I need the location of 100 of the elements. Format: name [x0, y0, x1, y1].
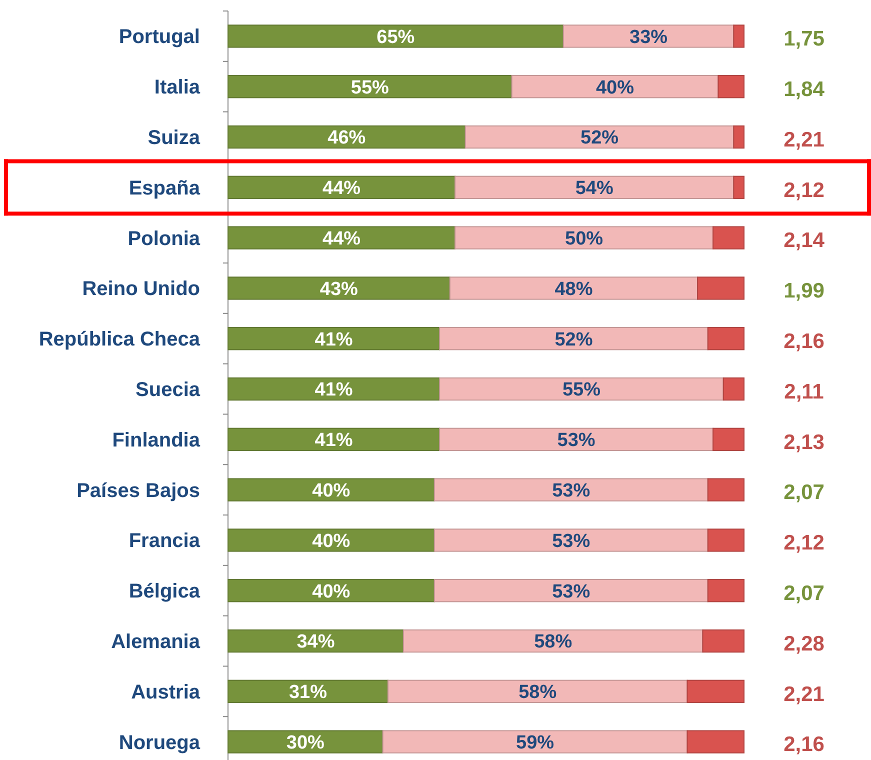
data-label: 50% [565, 228, 604, 250]
bar [702, 629, 744, 653]
bar [228, 428, 440, 451]
bar [228, 327, 440, 350]
bar [402, 629, 704, 653]
data-label: 43% [320, 278, 358, 300]
data-label: 41% [314, 430, 353, 452]
bar [718, 75, 744, 98]
bar [707, 579, 744, 602]
bar [707, 478, 744, 502]
y-tick-label: República Checa [38, 328, 201, 351]
bar [733, 125, 744, 149]
text: 1,75 [784, 28, 824, 51]
data-label: 58% [518, 682, 557, 704]
bar [511, 75, 719, 98]
text: 2,14 [784, 229, 824, 252]
bar [434, 478, 708, 502]
text: 2,11 [784, 380, 824, 404]
y-tick-label: Austria [131, 681, 201, 704]
bar [464, 125, 734, 149]
data-label: 31% [288, 682, 328, 704]
bar [712, 226, 744, 250]
bar [228, 579, 435, 602]
bar [722, 377, 744, 401]
data-label: 48% [554, 278, 593, 300]
bar [228, 629, 404, 653]
text: 2,13 [784, 430, 824, 454]
data-label: 40% [312, 530, 350, 552]
bar [697, 276, 744, 300]
bar [733, 24, 744, 48]
bar [228, 680, 388, 703]
text: 2,12 [784, 178, 824, 202]
bar [434, 579, 708, 602]
bar [228, 24, 564, 48]
text: 2,16 [784, 733, 824, 756]
data-label: 52% [580, 128, 619, 149]
bar [454, 176, 734, 199]
data-label: 41% [314, 380, 353, 401]
bar [454, 226, 714, 250]
text: 2,16 [784, 330, 824, 353]
bar [228, 226, 456, 250]
data-label: 40% [312, 480, 350, 502]
data-label: 53% [552, 581, 590, 602]
data-label: 53% [552, 530, 590, 552]
data-label: 34% [296, 632, 335, 653]
text: 2,21 [784, 682, 824, 706]
y-tick-label: Noruega [118, 732, 201, 754]
bar [228, 276, 450, 300]
data-label: 58% [534, 632, 572, 653]
bar [439, 327, 708, 350]
y-tick-label: Francia [128, 530, 201, 552]
bar [228, 176, 456, 199]
data-label: 65% [376, 26, 415, 48]
data-label: 54% [575, 178, 614, 200]
data-label: 40% [596, 77, 634, 98]
data-label: 40% [312, 581, 350, 602]
y-tick-label: Países Bajos [76, 480, 200, 502]
y-tick-label: Finlandia [112, 429, 201, 452]
y-tick-label: Suecia [136, 379, 201, 401]
bar [228, 377, 440, 401]
y-tick-label: España [128, 177, 201, 200]
y-tick-label: Alemania [111, 631, 201, 653]
data-label: 55% [350, 77, 390, 98]
data-label: 52% [554, 329, 593, 350]
data-label: 44% [322, 228, 361, 250]
data-label: 46% [328, 128, 366, 149]
data-label: 55% [562, 380, 601, 401]
data-label: 59% [516, 732, 554, 754]
text: 1,84 [784, 78, 824, 101]
bar [733, 176, 744, 199]
text: 1,99 [784, 280, 824, 303]
bar [707, 528, 744, 552]
bar [707, 327, 744, 350]
y-tick-label: Reino Unido [82, 278, 200, 300]
y-tick-label: Italia [154, 76, 201, 99]
bar [686, 680, 744, 703]
bar [439, 377, 724, 401]
bar [228, 730, 384, 754]
text: 2,28 [784, 632, 824, 656]
bar [434, 528, 708, 552]
bar [228, 528, 435, 552]
bar [562, 24, 734, 48]
bar [228, 125, 466, 149]
text: 2,21 [784, 128, 824, 152]
y-tick-label: Portugal [118, 26, 200, 48]
data-label: 30% [286, 732, 325, 754]
bar [228, 75, 512, 98]
data-label: 41% [314, 329, 353, 350]
data-label: 53% [552, 480, 590, 502]
bar [712, 428, 744, 451]
data-label: 53% [557, 430, 596, 452]
text: 2,12 [784, 532, 824, 555]
bar [387, 680, 688, 703]
bar [686, 730, 744, 754]
bar [449, 276, 698, 300]
bar [228, 478, 435, 502]
data-label: 44% [322, 178, 361, 200]
y-tick-label: Polonia [128, 228, 201, 250]
bar [439, 428, 714, 451]
text: 2,07 [784, 582, 824, 605]
